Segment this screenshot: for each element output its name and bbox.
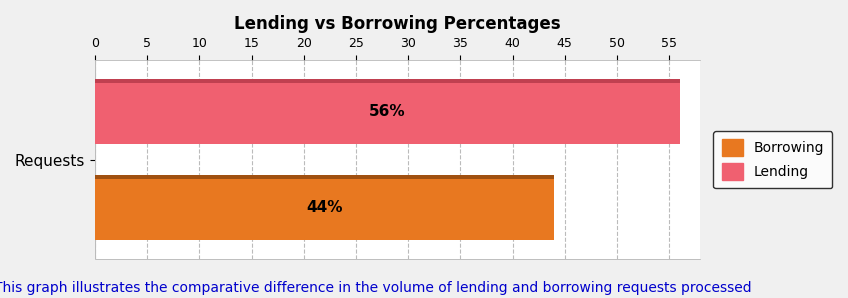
- Bar: [95, 79, 679, 144]
- Bar: [95, 175, 555, 240]
- Text: 56%: 56%: [369, 104, 405, 119]
- Text: 44%: 44%: [306, 200, 343, 215]
- Bar: [95, 175, 555, 179]
- Title: Lending vs Borrowing Percentages: Lending vs Borrowing Percentages: [234, 15, 561, 33]
- Legend: Borrowing, Lending: Borrowing, Lending: [713, 131, 833, 188]
- Bar: [95, 79, 679, 83]
- Text: This graph illustrates the comparative difference in the volume of lending and b: This graph illustrates the comparative d…: [0, 281, 752, 295]
